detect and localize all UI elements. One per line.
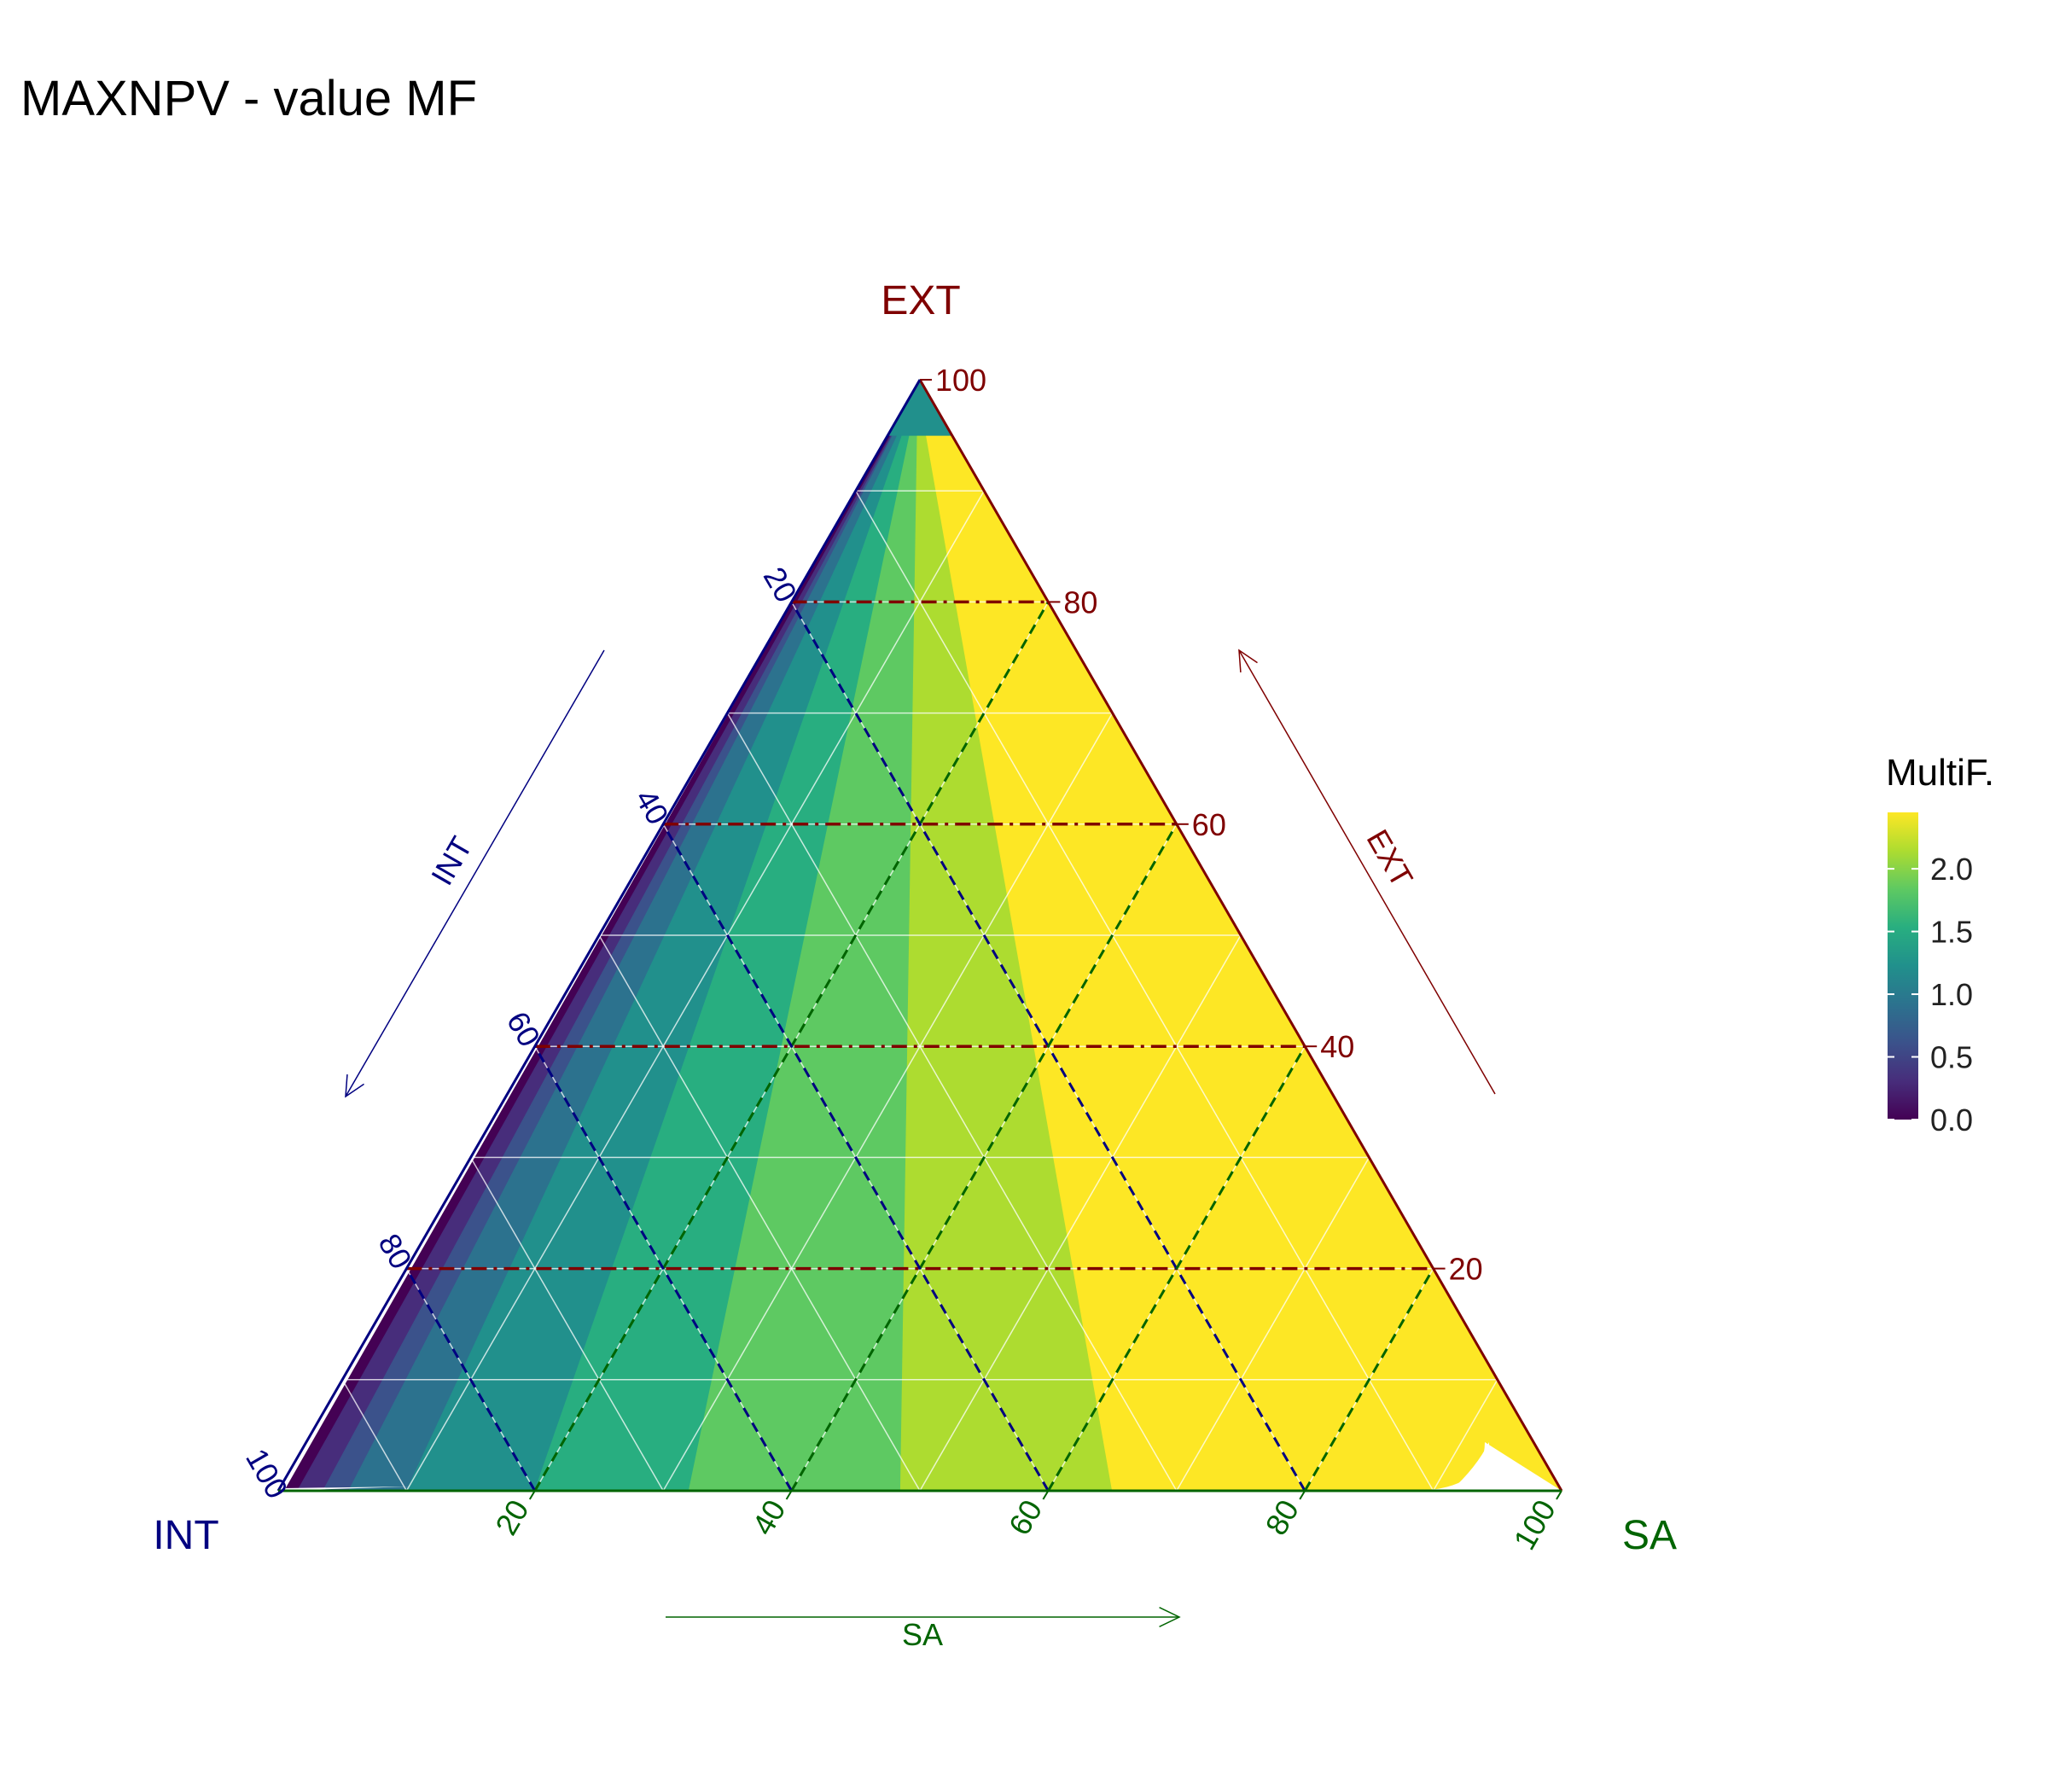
grid-line xyxy=(726,713,1178,1492)
int-tick-label: 100 xyxy=(239,1442,295,1504)
sa-tick-label: 60 xyxy=(1002,1494,1050,1541)
sa-arrow-head xyxy=(1159,1607,1181,1627)
grid-line xyxy=(341,1379,408,1492)
sa-tick-label: 100 xyxy=(1506,1494,1562,1556)
ext-tick-label: 20 xyxy=(1449,1252,1483,1287)
grid-line xyxy=(405,490,985,1492)
int-arrow-label: INT xyxy=(424,830,480,891)
ext-tick-label: 100 xyxy=(935,363,986,398)
grid-line xyxy=(1432,1379,1498,1492)
reference-lines xyxy=(405,600,1434,1492)
sa-tick xyxy=(1299,1490,1306,1500)
legend-tick-label: 0.5 xyxy=(1930,1040,1973,1075)
legend-title: MultiF. xyxy=(1886,752,1994,794)
int-reference-line xyxy=(533,1045,793,1492)
axis-title-ext: EXT xyxy=(881,278,960,323)
legend-ticks: 2.0 1.5 1.0 0.5 0.0 xyxy=(1888,852,1973,1137)
ext-tick-label: 80 xyxy=(1063,585,1097,620)
sa-tick-label: 80 xyxy=(1259,1494,1306,1541)
axis-title-sa: SA xyxy=(1622,1513,1677,1558)
sa-reference-line xyxy=(790,823,1178,1492)
grid-line xyxy=(855,490,1434,1492)
sa-tick-label: 40 xyxy=(745,1494,793,1541)
legend-tick-label: 0.0 xyxy=(1930,1103,1973,1137)
ext-arrow-label: EXT xyxy=(1360,823,1421,893)
contour-bands xyxy=(282,379,1562,1492)
legend-tick-label: 2.0 xyxy=(1930,852,1973,887)
grid-line xyxy=(919,934,1242,1492)
sa-reference-line xyxy=(1303,1267,1434,1492)
int-reference-line xyxy=(405,1267,537,1492)
int-arrow xyxy=(345,649,605,1097)
int-arrow-head xyxy=(345,1074,364,1098)
int-reference-line xyxy=(661,823,1050,1492)
sa-arrow-label: SA xyxy=(902,1617,943,1652)
sa-tick xyxy=(1556,1490,1562,1500)
sa-tick xyxy=(785,1490,793,1500)
legend-tick-label: 1.5 xyxy=(1930,915,1973,950)
ext-tick-label: 40 xyxy=(1320,1029,1354,1064)
color-legend: MultiF. 2.0 1.5 1.0 0.5 0.0 xyxy=(1886,752,1994,1137)
sa-tick-label: 20 xyxy=(488,1494,536,1541)
grid-line xyxy=(598,934,921,1492)
axis-title-int: INT xyxy=(153,1513,218,1558)
grid-line xyxy=(662,713,1114,1492)
grid-line xyxy=(1176,1157,1370,1492)
legend-tick-label: 1.0 xyxy=(1930,977,1973,1012)
ext-axis-line xyxy=(918,379,1563,1492)
triangle-axes xyxy=(276,379,1563,1492)
legend-colorbar xyxy=(1888,812,1918,1120)
sa-reference-line xyxy=(1047,1045,1306,1492)
ext-tick-label: 60 xyxy=(1192,807,1226,842)
no-data-region xyxy=(1417,1442,1562,1491)
sa-tick xyxy=(1042,1490,1050,1500)
int-axis-line xyxy=(276,379,922,1492)
grid-line xyxy=(469,1157,664,1492)
sa-tick xyxy=(528,1490,536,1500)
chart-title: MAXNPV - value MF xyxy=(20,71,477,126)
ext-arrow xyxy=(1238,649,1496,1095)
ext-arrow-head xyxy=(1238,649,1258,672)
